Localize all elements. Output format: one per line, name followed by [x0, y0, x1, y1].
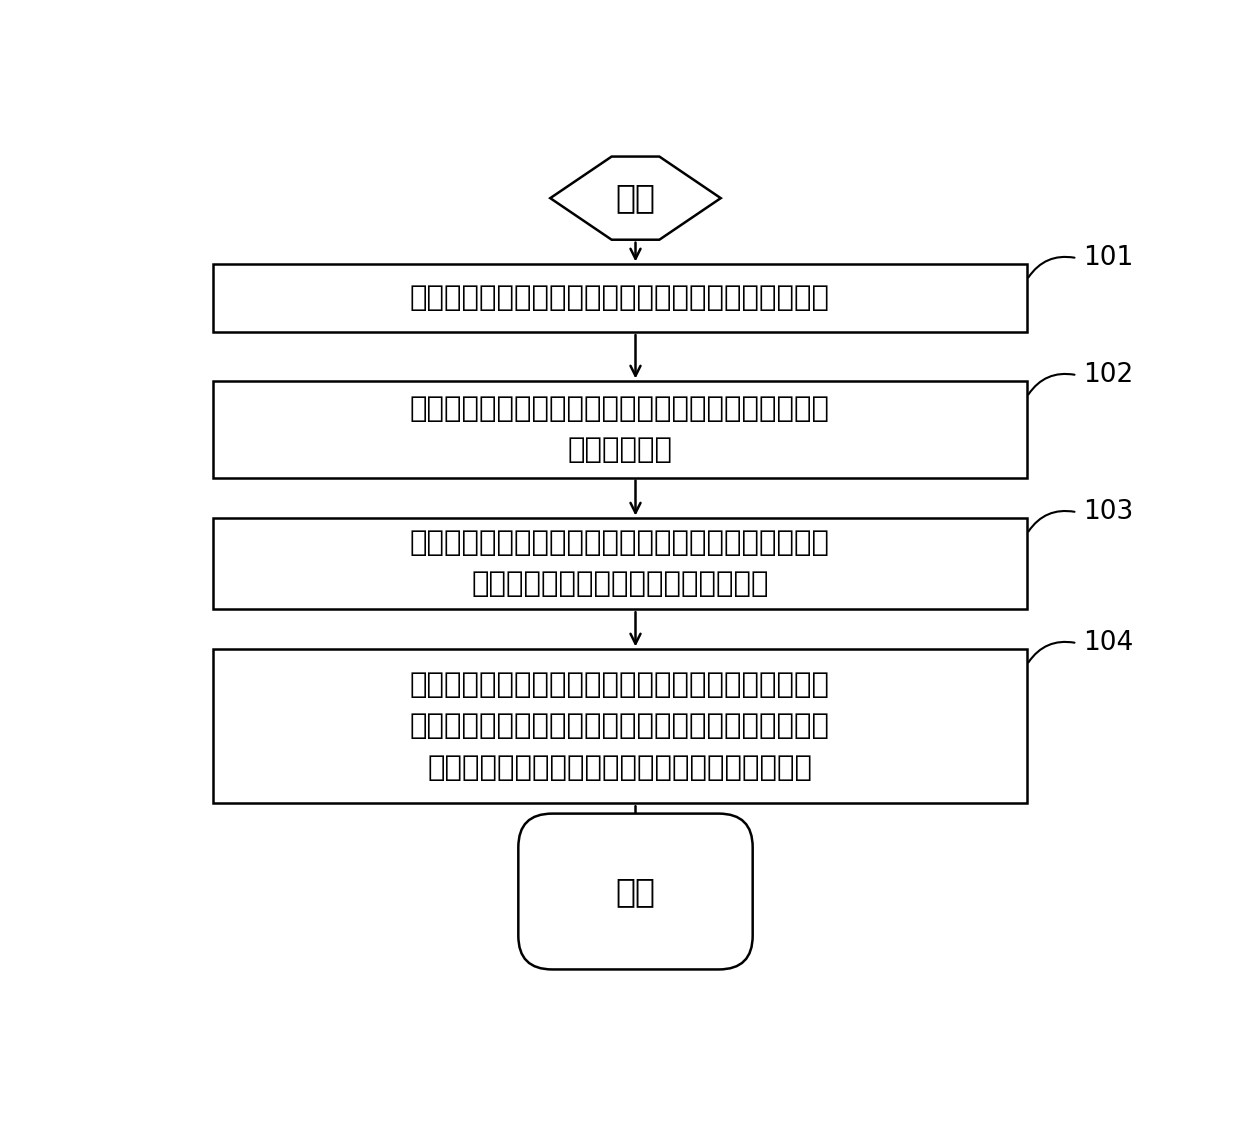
Bar	[213, 649, 1027, 803]
Text: 101: 101	[1084, 245, 1133, 271]
Text: 若所述电动汽车存在制动需求，则根据所述相对速度，
确定所述电动汽车的目标制动需求扭矩: 若所述电动汽车存在制动需求，则根据所述相对速度， 确定所述电动汽车的目标制动需求…	[410, 529, 830, 598]
Text: 按照预先设置的用于扭矩控制的模块的优先级，控制对
应的模块对所述电动汽车进行扭矩控制，使输出至所述
电动汽车的实际制动扭矩为所述目标制动需求扭矩: 按照预先设置的用于扭矩控制的模块的优先级，控制对 应的模块对所述电动汽车进行扭矩…	[410, 672, 830, 782]
Polygon shape	[551, 156, 720, 240]
Bar	[213, 381, 1027, 478]
FancyBboxPatch shape	[518, 813, 753, 970]
Text: 103: 103	[1084, 500, 1133, 525]
Text: 开始: 开始	[615, 181, 656, 215]
Bar	[213, 519, 1027, 610]
Text: 根据所述相对速度或所述时距，确定所述电动汽车是否
存在制动需求: 根据所述相对速度或所述时距，确定所述电动汽车是否 存在制动需求	[410, 395, 830, 465]
Text: 获取电动汽车与其前方目标车辆之间的相对速度和时距: 获取电动汽车与其前方目标车辆之间的相对速度和时距	[410, 285, 830, 313]
Text: 结束: 结束	[615, 875, 656, 908]
Text: 102: 102	[1084, 362, 1133, 388]
Text: 104: 104	[1084, 630, 1133, 656]
Bar	[213, 264, 1027, 332]
